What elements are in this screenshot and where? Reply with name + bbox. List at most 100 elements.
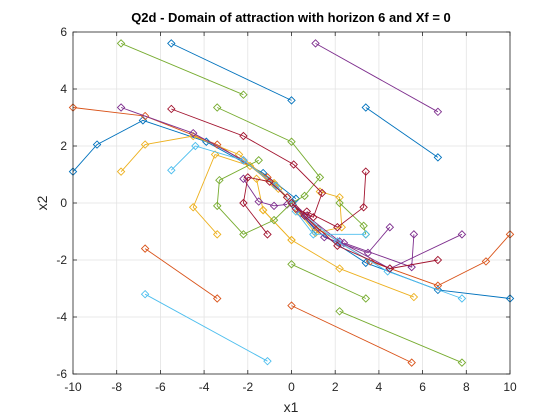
trajectory-marker: [433, 255, 443, 265]
trajectory-marker: [333, 241, 342, 250]
trajectory-line: [192, 154, 279, 235]
trajectory-marker: [140, 140, 150, 149]
trajectory-line: [171, 42, 292, 101]
x-axis-label: x1: [284, 399, 299, 415]
trajectory-line: [315, 43, 439, 113]
trajectory-marker: [116, 103, 126, 112]
trajectory-marker: [239, 90, 248, 99]
trajectory-line: [243, 178, 288, 207]
trajectory-marker: [245, 161, 255, 171]
trajectory-marker: [167, 104, 176, 114]
y-tick-label: -2: [56, 253, 67, 267]
trajectory-marker: [339, 238, 349, 248]
trajectory-line: [291, 305, 412, 364]
chart-title: Q2d - Domain of attraction with horizon …: [131, 10, 451, 25]
trajectory-marker: [302, 207, 312, 216]
trajectory-series: [140, 244, 222, 303]
trajectory-line: [291, 202, 438, 270]
x-tick-label: 4: [376, 380, 383, 394]
trajectory-line: [292, 204, 511, 299]
y-tick-label: 4: [60, 82, 67, 96]
tick-layer: -10 -8 -6 -4 -2 0 2 4 6 8 10 -6 -4 -2 0 2 4 6: [56, 25, 517, 394]
trajectory-marker: [311, 39, 320, 48]
trajectory-marker: [361, 230, 371, 239]
trajectory-marker: [215, 175, 224, 185]
trajectory-marker: [212, 103, 222, 112]
trajectory-marker: [315, 187, 325, 196]
trajectory-line: [216, 159, 292, 235]
trajectory-marker: [258, 205, 268, 215]
trajectory-marker: [287, 301, 296, 310]
trajectory-marker: [167, 165, 176, 175]
trajectory-marker: [282, 193, 292, 202]
y-tick-label: 0: [60, 196, 67, 210]
trajectory-marker: [335, 307, 344, 316]
trajectory-marker: [287, 260, 296, 269]
trajectory-marker: [212, 230, 222, 239]
trajectory-marker: [271, 181, 281, 191]
trajectory-series: [212, 156, 296, 239]
x-tick-label: -2: [242, 380, 253, 394]
trajectory-line: [291, 263, 366, 299]
x-tick-label: 2: [332, 380, 339, 394]
trajectory-marker: [210, 150, 220, 159]
x-tick-label: 10: [503, 380, 517, 394]
x-tick-label: 6: [419, 380, 426, 394]
trajectory-marker: [335, 198, 344, 208]
trajectory-marker: [188, 128, 198, 138]
y-tick-label: -6: [56, 367, 67, 381]
trajectory-marker: [361, 294, 371, 303]
trajectory-marker: [188, 203, 198, 212]
trajectory-line: [144, 248, 218, 299]
y-tick-label: 6: [60, 25, 67, 39]
trajectory-series: [116, 39, 248, 99]
trajectory-series: [311, 39, 443, 117]
trajectory-line: [295, 211, 366, 235]
trajectory-line: [262, 209, 415, 298]
trajectory-marker: [433, 107, 443, 117]
trajectory-series: [167, 104, 327, 222]
trajectory-line: [217, 107, 321, 204]
trajectory-marker: [212, 201, 222, 211]
trajectory-series: [361, 103, 443, 162]
trajectory-marker: [361, 258, 371, 268]
trajectory-line: [291, 202, 511, 287]
trajectory-marker: [335, 264, 344, 273]
trajectory-series: [339, 230, 419, 272]
trajectory-marker: [335, 237, 344, 246]
trajectory-series: [239, 174, 292, 211]
trajectory-marker: [252, 174, 261, 184]
trajectory-marker: [92, 140, 102, 149]
x-tick-label: -6: [155, 380, 166, 394]
trajectory-marker: [407, 262, 416, 272]
trajectory-series: [335, 307, 467, 367]
trajectory-marker: [191, 141, 200, 151]
trajectory-marker: [433, 281, 443, 290]
trajectory-series: [258, 205, 419, 302]
trajectory-marker: [239, 156, 248, 165]
trajectory-marker: [433, 153, 443, 162]
trajectory-marker: [365, 257, 375, 266]
trajectory-marker: [407, 358, 416, 367]
trajectory-series: [287, 301, 416, 367]
trajectory-line: [339, 310, 463, 364]
trajectory-marker: [212, 294, 222, 303]
trajectory-marker: [300, 191, 309, 201]
trajectory-marker: [409, 230, 419, 239]
trajectory-marker: [481, 257, 491, 266]
trajectory-marker: [239, 230, 248, 239]
trajectory-line: [297, 191, 343, 234]
trajectory-marker: [289, 160, 298, 169]
trajectory-marker: [335, 193, 344, 202]
trajectory-marker: [269, 201, 279, 211]
trajectory-marker: [457, 358, 467, 367]
trajectory-marker: [361, 167, 371, 176]
trajectory-marker: [311, 228, 320, 238]
trajectory-marker: [254, 156, 263, 165]
trajectory-marker: [269, 215, 279, 225]
trajectory-marker: [409, 292, 419, 302]
trajectory-marker: [254, 197, 263, 206]
y-axis-label: x2: [34, 195, 50, 210]
x-tick-label: -4: [199, 380, 210, 394]
